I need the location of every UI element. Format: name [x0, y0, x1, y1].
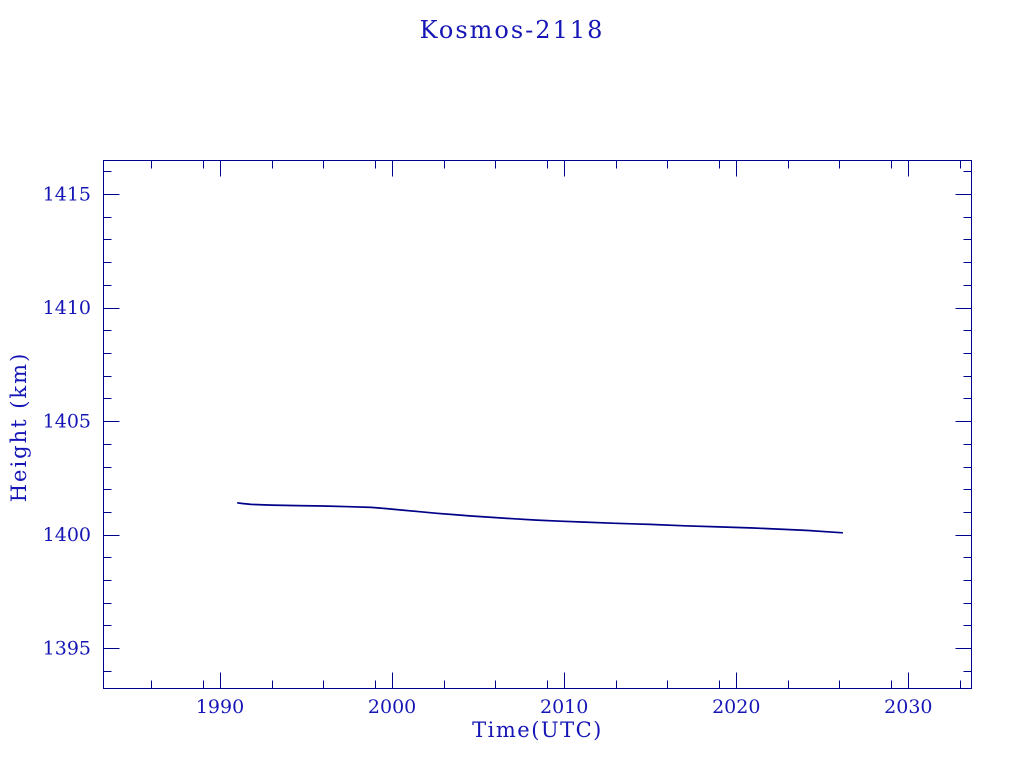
chart-title: Kosmos-2118 [419, 16, 605, 44]
x-tick-label: 1990 [196, 696, 244, 718]
x-axis-title: Time(UTC) [472, 718, 603, 742]
x-tick-label: 2030 [884, 696, 932, 718]
y-axis-title: Height (km) [7, 351, 31, 503]
y-tick-label: 1410 [43, 297, 91, 319]
y-tick-label: 1405 [43, 411, 91, 433]
y-tick-label: 1400 [43, 524, 91, 546]
x-tick-label: 2020 [712, 696, 760, 718]
height-line [237, 501, 843, 534]
y-tick-label: 1395 [43, 638, 91, 660]
axis-ticks [103, 160, 972, 689]
plot-frame [103, 160, 972, 689]
x-tick-label: 2010 [540, 696, 588, 718]
x-tick-label: 2000 [368, 696, 416, 718]
y-tick-label: 1415 [43, 184, 91, 206]
